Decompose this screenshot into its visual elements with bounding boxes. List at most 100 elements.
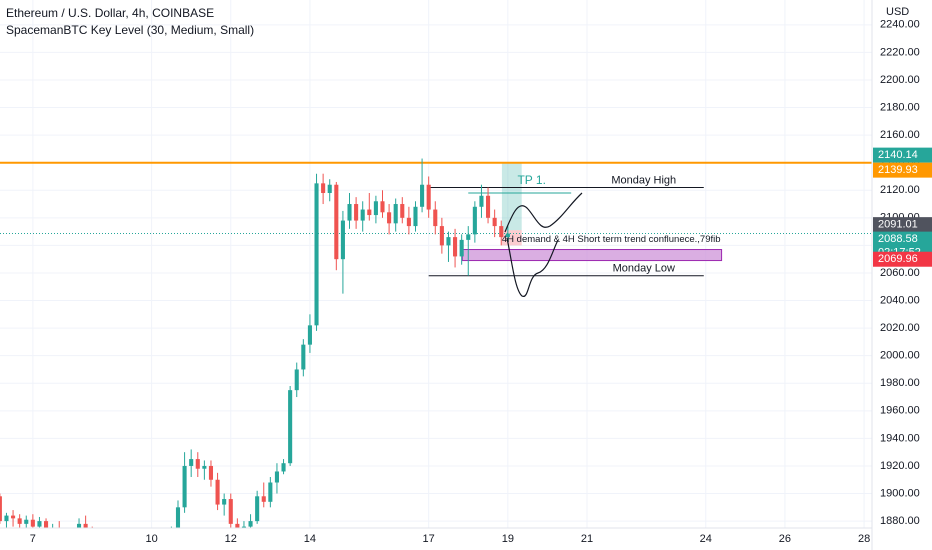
candle-body	[175, 507, 181, 528]
candle-body	[24, 519, 29, 524]
y-tick-label: 2060.00	[880, 267, 920, 279]
candle-body	[215, 479, 220, 505]
chart-title: Ethereum / U.S. Dollar, 4h, COINBASE	[6, 6, 214, 20]
projection-down	[506, 237, 559, 297]
candle-body	[413, 206, 418, 227]
x-tick-label: 28	[858, 533, 870, 545]
projection-up	[504, 192, 583, 233]
candle-body	[76, 523, 82, 528]
candle-body	[228, 499, 233, 524]
x-tick-label: 24	[700, 533, 712, 545]
candle-body	[235, 523, 240, 528]
y-tick-label: 2180.00	[880, 101, 920, 113]
y-tick-label: 1940.00	[880, 432, 920, 444]
candle-body	[499, 226, 504, 238]
price-label: 2140.14	[878, 149, 918, 161]
plot-area: TP 1. Monday High Monday Low 4H demand & 4H…	[0, 158, 872, 528]
price-label-box	[873, 217, 932, 233]
price-label-box	[873, 147, 932, 163]
candle-body	[406, 217, 411, 227]
demand-zone	[461, 249, 723, 262]
candle-body	[274, 471, 279, 483]
candle-body	[281, 463, 286, 472]
candle-body	[459, 239, 464, 257]
currency-label: USD	[886, 6, 909, 18]
price-label: 2139.93	[878, 164, 918, 176]
candle-body	[261, 496, 266, 502]
candle-body	[208, 465, 214, 480]
y-tick-label: 2040.00	[880, 294, 920, 306]
candle-body	[307, 325, 312, 345]
candle-body	[479, 195, 484, 207]
candle-body	[4, 515, 9, 522]
y-tick-label: 2020.00	[880, 322, 920, 334]
x-tick-label: 12	[225, 533, 237, 545]
candle-body	[380, 201, 385, 213]
candle-body	[472, 206, 477, 235]
candle-body	[314, 183, 319, 326]
y-tick-label: 2120.00	[880, 184, 920, 196]
y-tick-label: 1960.00	[880, 405, 920, 417]
candle-body	[248, 521, 253, 527]
price-label-box	[873, 162, 932, 178]
candle-body	[426, 184, 431, 210]
candle-body	[0, 496, 2, 522]
candle-body	[334, 184, 339, 260]
candle-body	[373, 201, 378, 216]
candle-body	[466, 234, 471, 240]
candle-body	[202, 465, 207, 469]
candle-body	[446, 237, 451, 246]
x-tick-label: 10	[145, 533, 157, 545]
candle-body	[241, 526, 247, 528]
x-tick-label: 19	[502, 533, 514, 545]
price-label: 2088.58	[878, 233, 918, 245]
candle-body	[44, 521, 49, 528]
candle-body	[30, 519, 35, 527]
y-tick-label: 1900.00	[880, 487, 920, 499]
y-tick-label: 2220.00	[880, 46, 920, 58]
candle-body	[453, 237, 458, 257]
x-tick-label: 21	[581, 533, 593, 545]
candle-body	[354, 204, 359, 221]
candle-body	[37, 521, 42, 527]
level-label: Monday High	[611, 174, 676, 186]
x-tick-label: 26	[779, 533, 791, 545]
candle-body	[195, 459, 200, 469]
price-label: 2091.01	[878, 219, 918, 231]
candle-body	[288, 390, 293, 464]
candle-body	[340, 220, 345, 260]
candle-body	[360, 209, 365, 221]
candle-body	[268, 482, 273, 502]
candle-body	[492, 217, 497, 227]
candle-body	[255, 496, 260, 522]
target-zone	[501, 162, 522, 231]
x-tick-label: 14	[304, 533, 316, 545]
candle-body	[505, 233, 510, 238]
candle-body	[433, 209, 438, 227]
candle-body	[321, 183, 326, 194]
candle-body	[367, 209, 372, 216]
level-label: Monday Low	[613, 263, 675, 275]
y-tick-label: 1980.00	[880, 377, 920, 389]
indicator-label: SpacemanBTC Key Level (30, Medium, Small…	[6, 23, 254, 37]
candle-body	[347, 204, 352, 221]
price-label-box	[873, 251, 932, 267]
candle-body	[11, 515, 16, 519]
candle-body	[222, 499, 227, 505]
y-tick-label: 2200.00	[880, 74, 920, 86]
candle-body	[387, 212, 392, 224]
y-tick-label: 2160.00	[880, 129, 920, 141]
candle-body	[327, 184, 332, 194]
zone-label: 4H demand & 4H Short term trend conflune…	[502, 234, 721, 245]
candle-body	[189, 459, 194, 466]
y-tick-label: 1920.00	[880, 460, 920, 472]
candle-body	[439, 226, 444, 246]
candle-body	[83, 523, 88, 528]
candle-body	[17, 518, 22, 524]
x-tick-label: 17	[423, 533, 435, 545]
candle-body	[486, 195, 491, 218]
axes: 1880.00 1900.00 1920.00 1940.00 1960.00 1980.…	[30, 19, 932, 545]
x-tick-label: 7	[30, 533, 36, 545]
